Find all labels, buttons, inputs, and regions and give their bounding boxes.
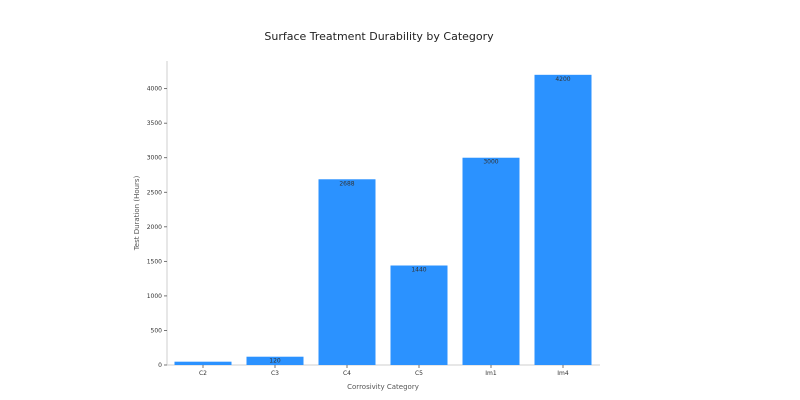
y-tick-label: 1000 xyxy=(147,293,162,300)
y-tick-label: 500 xyxy=(151,327,163,334)
x-tick-label: Im1 xyxy=(485,370,497,377)
bar-im1 xyxy=(462,157,520,365)
x-tick-label: C2 xyxy=(199,370,207,377)
bar-c3 xyxy=(246,356,304,365)
data-label-im1: 3000 xyxy=(483,159,498,166)
bar-im4 xyxy=(534,74,592,366)
x-tick-label: C3 xyxy=(271,370,279,377)
bar-c5 xyxy=(390,265,448,365)
data-label-c5: 1440 xyxy=(411,267,426,274)
x-tick-label: Im4 xyxy=(557,370,569,377)
y-tick-label: 3500 xyxy=(147,120,162,127)
bars-group xyxy=(174,74,592,366)
y-tick-label: 2500 xyxy=(147,189,162,196)
y-tick-label: 3000 xyxy=(147,155,162,162)
data-label-c3: 120 xyxy=(269,358,281,365)
data-label-c4: 2688 xyxy=(339,180,354,187)
y-tick-label: 1500 xyxy=(147,258,162,265)
bar-c4 xyxy=(318,179,376,365)
x-tick-label: C4 xyxy=(343,370,351,377)
y-ticks-group: 0 500 1000 1500 2000 2500 3000 3500 4000 xyxy=(147,86,167,369)
x-ticks-group: C2 C3 C4 C5 Im1 Im4 xyxy=(199,365,569,377)
x-tick-label: C5 xyxy=(415,370,423,377)
chart-title: Surface Treatment Durability by Category xyxy=(264,30,494,43)
y-tick-label: 2000 xyxy=(147,224,162,231)
y-tick-label: 0 xyxy=(158,362,162,369)
x-axis-label: Corrosivity Category xyxy=(347,383,419,391)
data-label-im4: 4200 xyxy=(555,76,570,83)
bar-c2 xyxy=(174,361,232,365)
y-tick-label: 4000 xyxy=(147,86,162,93)
y-axis-label: Test Duration (Hours) xyxy=(133,175,141,251)
data-labels-group: 120 2688 1440 3000 4200 xyxy=(269,76,571,365)
